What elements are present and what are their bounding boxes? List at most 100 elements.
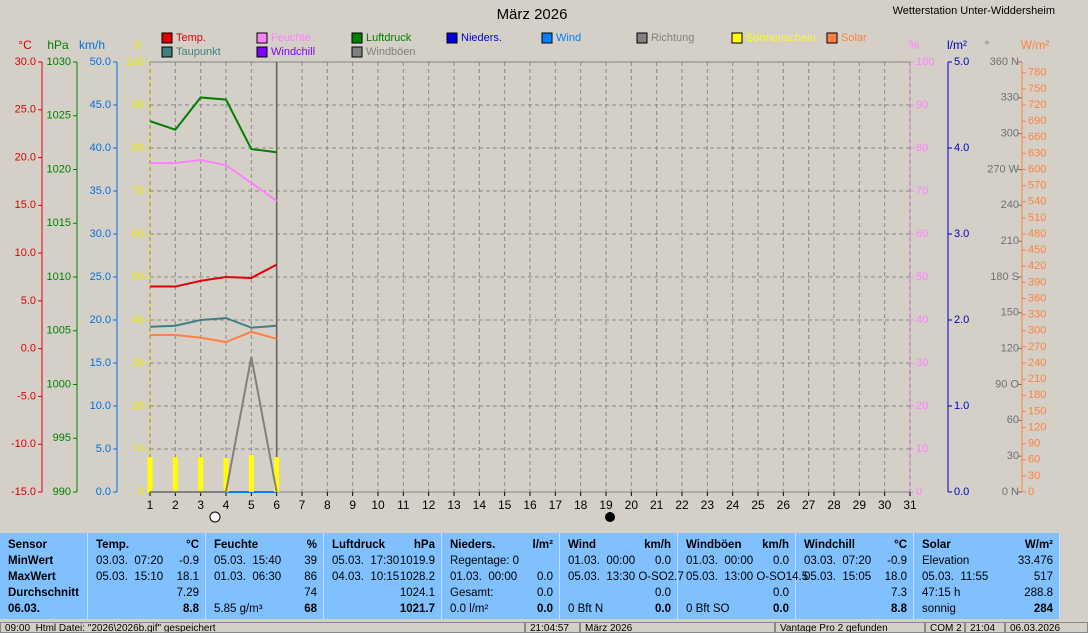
bar [248, 455, 254, 492]
table-row: 05.03. 15:40 39 [214, 553, 317, 569]
y-tick-label: 15.0 [90, 357, 111, 369]
x-tick-label: 8 [324, 498, 331, 512]
table-row: 0.0 [686, 585, 789, 601]
series-line [150, 263, 278, 288]
axis-title: ° [985, 38, 990, 52]
y-tick-label: 30.0 [15, 56, 36, 68]
y-tick-label: 0.0 [21, 343, 36, 355]
cell-left: 04.03. 10:15 [332, 571, 400, 583]
cell-value: 68 [304, 603, 317, 615]
legend-swatch [636, 32, 648, 44]
cell-left: 03.03. 07:20 [804, 555, 872, 567]
cell-left: 0.0 l/m² [450, 603, 489, 615]
y-tick-label: 10.0 [90, 400, 111, 412]
cell-value: 8.8 [891, 603, 907, 615]
y-tick-label: 180 S [990, 271, 1019, 283]
table-column: Nieders. l/m² Regentage: 0 01.03. 00:00 0.0 G… [442, 533, 560, 619]
table-row: 03.03. 07:20 -0.9 [96, 553, 199, 569]
cell-left: 05.03. 15:40 [214, 555, 282, 567]
x-tick-label: 23 [701, 498, 715, 512]
x-tick-label: 26 [777, 498, 791, 512]
y-tick-label: 50 [916, 271, 928, 283]
y-tick-label: 2.0 [954, 314, 969, 326]
x-tick-label: 15 [498, 498, 512, 512]
cell-value: 0.0 [773, 555, 789, 567]
series-line [149, 317, 277, 329]
x-tick-label: 20 [625, 498, 639, 512]
table-column: Windchill °C 03.03. 07:20 -0.9 05.03. 15:05 1… [796, 533, 914, 619]
status-pane: 09:00 Html Datei: "2026\2026b.gif" gespe… [0, 622, 525, 633]
summary-table: Sensor MinWert MaxWert Durchschnitt 06.03. Te… [0, 533, 1060, 619]
cell-left: 05.03. 11:55 [922, 571, 989, 583]
cell-left: Gesamt: [450, 587, 494, 599]
y-tick-label: 240 [1001, 199, 1019, 211]
row-header: MaxWert [8, 571, 56, 583]
cell-value: 74 [304, 587, 317, 599]
cell-value: -0.9 [887, 555, 907, 567]
bar [147, 457, 153, 492]
cell-left: 0 Bft SO [686, 603, 730, 615]
column-unit: km/h [762, 539, 789, 551]
legend-swatch [826, 32, 838, 44]
y-tick-label: 1025 [47, 110, 71, 122]
y-tick-label: 360 [1028, 292, 1046, 304]
legend-swatch [161, 46, 173, 58]
cell-value: -0.9 [179, 555, 199, 567]
axis-title: h [135, 38, 142, 52]
column-header: Solar W/m² [922, 537, 1053, 553]
table-row: 7.29 [96, 585, 199, 601]
cell-value: 0.0 [773, 603, 789, 615]
column-unit: hPa [413, 539, 435, 551]
y-tick-label: 10.0 [15, 247, 36, 259]
cell-value: 18.0 [884, 571, 907, 583]
cell-left: Elevation [922, 555, 970, 567]
cell-value: 0.0 [537, 571, 553, 583]
table-row: 0 Bft SO 0.0 [686, 601, 789, 617]
cell-value: 8.8 [183, 603, 199, 615]
cell-value: 0.0 [537, 603, 553, 615]
x-tick-label: 19 [599, 498, 613, 512]
y-tick-label: 1000 [47, 378, 71, 390]
table-column: Solar W/m² Elevation 33.476 05.03. 11:55 517 4… [914, 533, 1060, 619]
y-tick-label: 50.0 [90, 56, 111, 68]
legend-label: Solar [841, 32, 867, 44]
table-row: 8.8 [804, 601, 907, 617]
y-tick-label: 0.0 [96, 486, 111, 498]
table-row: 01.03. 06:30 86 [214, 569, 317, 585]
new-moon [605, 512, 615, 522]
column-header: Luftdruck hPa [332, 537, 435, 553]
y-tick-label: 30 [916, 357, 928, 369]
axis-title: °C [18, 38, 32, 52]
table-row: 01.03. 00:00 0.0 [568, 553, 671, 569]
x-tick-label: 11 [397, 498, 410, 512]
table-column: Temp. °C 03.03. 07:20 -0.9 05.03. 15:10 18.1 7… [88, 533, 206, 619]
column-title: Feuchte [214, 539, 259, 551]
y-tick-label: 60 [916, 228, 928, 240]
x-tick-label: 17 [549, 498, 563, 512]
cell-value: 86 [304, 571, 317, 583]
x-tick-label: 5 [248, 498, 255, 512]
column-title: Luftdruck [332, 539, 386, 551]
y-tick-label: 1.0 [954, 400, 969, 412]
cell-value: 0.0 [655, 587, 671, 599]
column-title: Wind [568, 539, 596, 551]
axis-title: km/h [79, 38, 105, 52]
x-tick-label: 12 [422, 498, 436, 512]
chart-title: März 2026 [497, 6, 568, 23]
y-tick-label: 40 [916, 314, 928, 326]
y-tick-label: 995 [53, 432, 71, 444]
legend-label: Windböen [366, 46, 416, 58]
table-row: 8.8 [96, 601, 199, 617]
y-tick-label: 4.0 [954, 142, 969, 154]
y-tick-label: 80 [916, 142, 928, 154]
cell-left: 05.03. 15:10 [96, 571, 164, 583]
x-tick-label: 7 [299, 498, 306, 512]
bar [223, 458, 229, 492]
table-row: 04.03. 10:15 1028.2 [332, 569, 435, 585]
y-tick-label: 120 [1028, 421, 1046, 433]
y-tick-label: 300 [1001, 128, 1019, 140]
table-column: Luftdruck hPa 05.03. 17:30 1019.9 04.03. 10:… [324, 533, 442, 619]
axis-title: % [909, 38, 920, 52]
legend-label: Sonnenschein [746, 32, 816, 44]
y-tick-label: 210 [1001, 235, 1019, 247]
